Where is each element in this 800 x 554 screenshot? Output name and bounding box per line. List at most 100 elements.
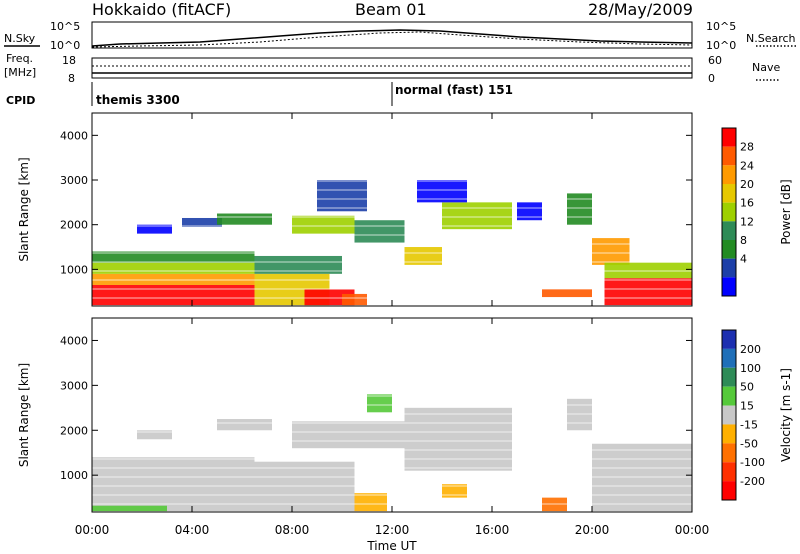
data-band bbox=[292, 215, 355, 234]
colorbar-swatch bbox=[722, 462, 736, 482]
colorbar-tick-label: 4 bbox=[740, 253, 747, 266]
data-band bbox=[92, 285, 255, 306]
colorbar-swatch bbox=[722, 386, 736, 406]
colorbar-swatch bbox=[722, 240, 736, 259]
data-band bbox=[342, 293, 367, 306]
colorbar-tick-label: -200 bbox=[740, 475, 765, 488]
y-tick-label: 1000 bbox=[60, 263, 88, 276]
x-tick-label: 00:00 bbox=[75, 523, 110, 537]
data-band bbox=[137, 430, 172, 440]
cpid-label: CPID bbox=[6, 94, 35, 107]
data-band bbox=[604, 262, 692, 279]
data-band bbox=[317, 180, 367, 212]
y-tick-label: 3000 bbox=[60, 174, 88, 187]
nsearch-line bbox=[91, 31, 693, 48]
data-band bbox=[354, 493, 387, 512]
x-tick-label: 04:00 bbox=[175, 523, 210, 537]
nsky-tick-bottom: 10^0 bbox=[50, 39, 80, 52]
colorbar-frame bbox=[721, 127, 737, 297]
y-tick-label: 4000 bbox=[60, 334, 88, 347]
nsky-label: N.Sky bbox=[4, 32, 36, 45]
data-band bbox=[592, 238, 630, 265]
nsky-tick-top: 10^5 bbox=[50, 20, 80, 33]
colorbar-swatch bbox=[722, 128, 736, 147]
colorbar-swatch bbox=[722, 221, 736, 240]
data-band bbox=[217, 213, 272, 225]
x-tick-label: 20:00 bbox=[575, 523, 610, 537]
colorbar-tick-label: 200 bbox=[740, 343, 761, 356]
colorbar-swatch bbox=[722, 258, 736, 278]
colorbar-label: Power [dB] bbox=[779, 179, 793, 244]
figure-title: Hokkaido (fitACF) bbox=[92, 0, 231, 19]
data-band bbox=[92, 457, 255, 512]
colorbar-tick-label: 15 bbox=[740, 400, 754, 413]
colorbar-swatch bbox=[722, 348, 736, 368]
data-band bbox=[417, 180, 467, 203]
nsearch-tick-top: 10^5 bbox=[706, 20, 736, 33]
data-band bbox=[92, 505, 167, 512]
freq-tick-bottom: 8 bbox=[68, 72, 75, 85]
colorbar-swatch bbox=[722, 367, 736, 387]
colorbar-label: Velocity [m s-1] bbox=[779, 368, 793, 462]
nsky-line bbox=[91, 29, 693, 47]
colorbar-swatch bbox=[722, 202, 736, 222]
data-band bbox=[604, 278, 692, 306]
x-axis-label: Time UT bbox=[366, 539, 417, 553]
data-band bbox=[182, 217, 222, 227]
data-band bbox=[92, 273, 255, 286]
data-band bbox=[542, 289, 592, 298]
cpid-segment-1: themis 3300 bbox=[96, 93, 180, 107]
colorbar-tick-label: 16 bbox=[740, 197, 754, 210]
colorbar-frame bbox=[721, 329, 737, 501]
colorbar-tick-label: 50 bbox=[740, 381, 754, 394]
y-tick-label: 4000 bbox=[60, 129, 88, 142]
data-band bbox=[367, 394, 392, 413]
cpid-row: CPID themis 3300 normal (fast) 151 bbox=[6, 82, 513, 107]
y-tick-label: 1000 bbox=[60, 469, 88, 482]
colorbar-tick-label: 8 bbox=[740, 234, 747, 247]
colorbar-swatch bbox=[722, 330, 736, 349]
data-band bbox=[137, 224, 172, 234]
colorbar-tick-label: 28 bbox=[740, 141, 754, 154]
colorbar-swatch bbox=[722, 184, 736, 203]
data-band bbox=[292, 421, 405, 449]
data-band bbox=[404, 407, 512, 471]
y-tick-label: 3000 bbox=[60, 379, 88, 392]
colorbar-swatch bbox=[722, 277, 736, 296]
x-tick-label: 16:00 bbox=[475, 523, 510, 537]
velocity-panel: 1000 2000 3000 4000 Slant Range [km] 00:00 04:… bbox=[17, 317, 793, 537]
y-axis-label: Slant Range [km] bbox=[17, 363, 31, 467]
data-band bbox=[442, 202, 512, 230]
colorbar-tick-label: 100 bbox=[740, 362, 761, 375]
freq-unit: [MHz] bbox=[4, 66, 36, 79]
cpid-segment-2: normal (fast) 151 bbox=[395, 83, 513, 97]
colorbar-swatch bbox=[722, 146, 736, 166]
date-label: 28/May/2009 bbox=[588, 0, 693, 19]
colorbar-tick-label: 24 bbox=[740, 159, 754, 172]
freq-tick-top: 18 bbox=[62, 54, 76, 67]
data-band bbox=[92, 262, 255, 274]
colorbar-tick-label: -50 bbox=[740, 437, 758, 450]
x-tick-label: 12:00 bbox=[375, 523, 410, 537]
colorbar-swatch bbox=[722, 481, 736, 500]
freq-panel: Freq. [MHz] 18 8 60 0 Nave bbox=[4, 52, 780, 85]
x-tick-label: 00:00 bbox=[675, 523, 710, 537]
data-band bbox=[354, 220, 405, 243]
data-band bbox=[217, 419, 272, 431]
nave-tick-bottom: 0 bbox=[708, 72, 715, 85]
beam-label: Beam 01 bbox=[355, 0, 427, 19]
freq-label: Freq. bbox=[6, 52, 33, 65]
data-band bbox=[567, 398, 592, 431]
data-band bbox=[517, 202, 542, 221]
data-band bbox=[92, 251, 255, 263]
data-band bbox=[254, 255, 342, 274]
nsearch-tick-bottom: 10^0 bbox=[706, 39, 736, 52]
x-tick-label: 08:00 bbox=[275, 523, 310, 537]
nsky-panel: N.Sky 10^5 10^0 10^5 10^0 N.Search bbox=[4, 20, 798, 52]
y-tick-label: 2000 bbox=[60, 424, 88, 437]
colorbar-swatch bbox=[722, 424, 736, 444]
colorbar-tick-label: 20 bbox=[740, 178, 754, 191]
colorbar-swatch bbox=[722, 165, 736, 184]
y-axis-label: Slant Range [km] bbox=[17, 157, 31, 261]
